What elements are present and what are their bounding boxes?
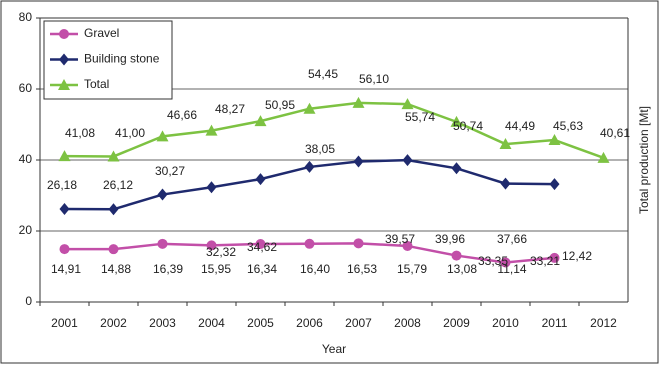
- y-tick-label: 80: [19, 10, 33, 24]
- legend-marker: [58, 79, 70, 90]
- marker: [451, 162, 462, 175]
- legend-label: Gravel: [84, 26, 119, 40]
- x-tick-label: 2012: [590, 316, 617, 330]
- data-label: 33,35: [478, 254, 508, 268]
- marker: [58, 150, 71, 162]
- marker: [107, 150, 120, 162]
- data-label: 34,62: [247, 240, 277, 254]
- data-label: 30,27: [155, 164, 185, 178]
- data-label: 16,39: [153, 262, 183, 276]
- marker: [500, 257, 511, 268]
- data-label: 32,32: [206, 245, 236, 259]
- x-tick-label: 2006: [296, 316, 323, 330]
- marker: [352, 96, 365, 108]
- marker: [59, 244, 70, 255]
- x-tick-label: 2004: [198, 316, 225, 330]
- data-label: 48,27: [215, 102, 245, 116]
- marker: [108, 244, 119, 255]
- marker: [402, 154, 413, 167]
- x-tick-label: 2003: [149, 316, 176, 330]
- y-axis-label: Total production [Mt]: [637, 106, 651, 214]
- x-axis-label: Year: [322, 342, 346, 356]
- marker: [353, 238, 364, 249]
- x-tick-label: 2005: [247, 316, 274, 330]
- marker: [549, 252, 560, 263]
- marker: [303, 102, 316, 114]
- marker: [108, 203, 119, 216]
- x-tick-label: 2011: [542, 316, 568, 330]
- marker: [206, 240, 217, 251]
- marker: [255, 173, 266, 186]
- marker: [401, 98, 414, 110]
- series-line: [64, 101, 604, 160]
- data-label: 15,79: [397, 262, 427, 276]
- data-label: 50,74: [453, 119, 483, 133]
- data-label: 15,95: [201, 262, 231, 276]
- x-tick-label: 2002: [100, 316, 127, 330]
- data-label: 11,14: [497, 262, 526, 276]
- data-label: 26,18: [47, 178, 77, 192]
- data-label: 16,34: [247, 262, 277, 276]
- marker: [156, 130, 169, 142]
- marker: [205, 124, 218, 136]
- data-label: 12,42: [562, 249, 592, 263]
- data-label: 37,66: [497, 232, 527, 246]
- legend-label: Total: [84, 77, 109, 91]
- marker: [304, 238, 315, 249]
- marker: [451, 250, 462, 261]
- data-label: 14,91: [51, 262, 81, 276]
- marker: [402, 240, 413, 251]
- data-label: 26,12: [103, 178, 133, 192]
- marker: [353, 155, 364, 168]
- marker: [59, 203, 70, 216]
- data-label: 13,08: [447, 262, 477, 276]
- y-tick-label: 60: [19, 81, 33, 95]
- marker: [597, 151, 610, 163]
- data-label: 45,63: [553, 119, 583, 133]
- legend: Gravel Building stone Total: [43, 20, 173, 100]
- data-label: 39,96: [435, 232, 465, 246]
- x-tick-label: 2009: [443, 316, 470, 330]
- data-label: 46,66: [167, 108, 197, 122]
- data-label: 54,45: [308, 67, 338, 81]
- x-tick-label: 2007: [345, 316, 372, 330]
- x-tick-label: 2010: [492, 316, 519, 330]
- marker: [206, 181, 217, 194]
- legend-label: Building stone: [84, 52, 160, 66]
- data-label: 55,74: [405, 110, 435, 124]
- legend-marker: [59, 53, 69, 66]
- x-tick-label: 2008: [394, 316, 421, 330]
- data-label: 44,49: [505, 119, 535, 133]
- marker: [499, 138, 512, 150]
- marker: [549, 178, 560, 191]
- data-label: 41,00: [115, 126, 145, 140]
- data-label: 56,10: [359, 72, 389, 86]
- x-tick-label: 2001: [51, 316, 78, 330]
- data-label: 50,95: [265, 98, 295, 112]
- legend-marker: [59, 29, 69, 39]
- marker: [157, 238, 168, 249]
- y-tick-label: 0: [25, 294, 32, 308]
- data-label: 16,40: [300, 262, 330, 276]
- marker: [500, 177, 511, 190]
- y-tick-label: 20: [19, 223, 33, 237]
- data-label: 14,88: [101, 262, 131, 276]
- data-label: 38,05: [305, 142, 335, 156]
- data-label: 33,21: [530, 254, 560, 268]
- marker: [548, 134, 561, 146]
- data-label: 41,08: [65, 126, 95, 140]
- marker: [157, 188, 168, 201]
- data-label: 16,53: [347, 262, 377, 276]
- marker: [254, 115, 267, 127]
- data-label: 40,61: [600, 126, 630, 140]
- y-tick-label: 40: [19, 152, 33, 166]
- marker: [304, 160, 315, 173]
- marker: [255, 238, 266, 249]
- marker: [450, 115, 463, 127]
- data-label: 39,57: [385, 232, 415, 246]
